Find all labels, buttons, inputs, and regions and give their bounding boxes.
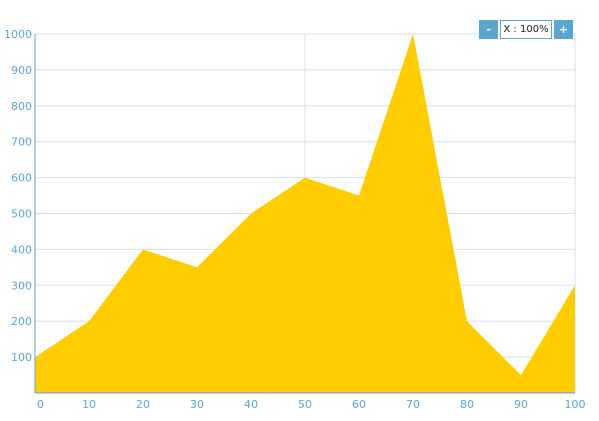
y-tick-labels: 100 200 300 400 500 600 700 800 900 1000	[4, 28, 32, 364]
y-tick-label: 700	[11, 136, 32, 149]
x-tick-label: 20	[136, 398, 150, 411]
y-tick-label: 500	[11, 208, 32, 221]
x-tick-label: 80	[460, 398, 474, 411]
series-area	[35, 34, 575, 393]
x-tick-label: 60	[352, 398, 366, 411]
area-series	[35, 34, 575, 393]
zoom-level-display: X : 100%	[500, 19, 552, 39]
y-tick-label: 800	[11, 100, 32, 113]
y-tick-label: 900	[11, 64, 32, 77]
zoom-out-button[interactable]: -	[479, 19, 498, 39]
y-tick-label: 400	[11, 243, 32, 256]
zoom-control: - X : 100% +	[479, 19, 573, 39]
x-tick-label: 0	[37, 398, 44, 411]
y-tick-label: 100	[11, 351, 32, 364]
x-tick-labels: 0 10 20 30 40 50 60 70 80 90 100	[37, 398, 586, 411]
x-tick-label: 10	[82, 398, 96, 411]
y-tick-label: 200	[11, 315, 32, 328]
axes	[34, 34, 575, 394]
y-tick-label: 1000	[4, 28, 32, 41]
zoom-in-button[interactable]: +	[554, 19, 573, 39]
x-tick-label: 30	[190, 398, 204, 411]
y-tick-label: 300	[11, 279, 32, 292]
x-tick-label: 100	[565, 398, 586, 411]
x-tick-label: 90	[514, 398, 528, 411]
x-tick-label: 40	[244, 398, 258, 411]
x-tick-label: 70	[406, 398, 420, 411]
x-tick-label: 50	[298, 398, 312, 411]
y-tick-label: 600	[11, 172, 32, 185]
